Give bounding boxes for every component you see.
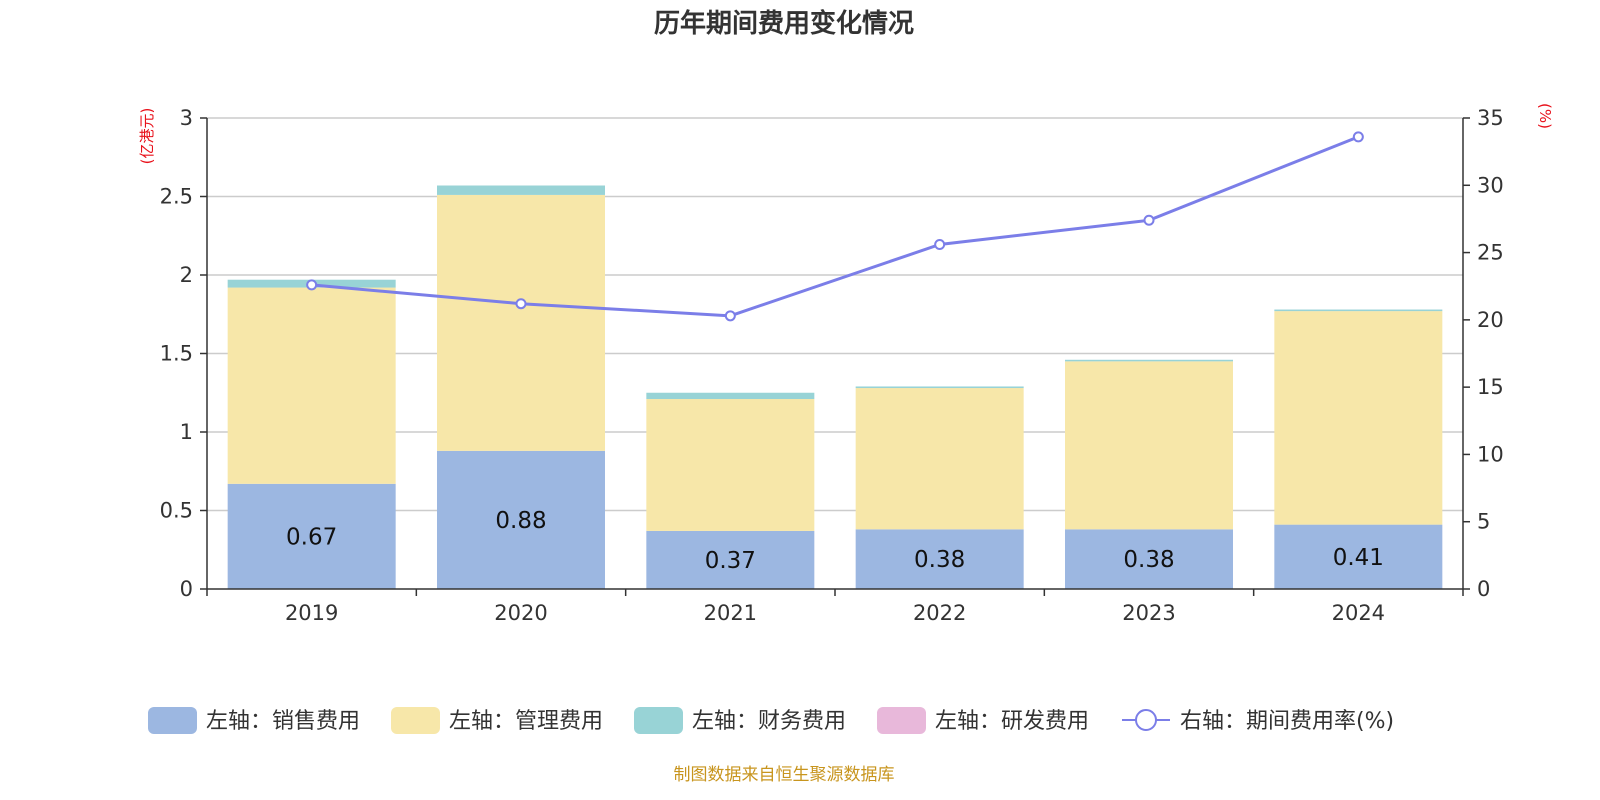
x-axis-tick-label: 2023 bbox=[1122, 601, 1175, 625]
right-axis-tick-label: 35 bbox=[1477, 106, 1504, 130]
right-axis-tick-label: 25 bbox=[1477, 241, 1504, 265]
bar-segment bbox=[855, 529, 1024, 589]
x-axis-tick-label: 2020 bbox=[494, 601, 547, 625]
bar-segment bbox=[1065, 361, 1233, 530]
bar-value-label: 0.41 bbox=[1333, 545, 1384, 571]
right-axis-tick-label: 15 bbox=[1477, 375, 1504, 399]
legend-swatch bbox=[877, 707, 926, 734]
bar-segment bbox=[227, 287, 396, 484]
right-axis-tick-label: 0 bbox=[1477, 577, 1490, 601]
bar-segment bbox=[437, 450, 605, 589]
right-axis-tick-label: 5 bbox=[1477, 510, 1490, 534]
bar-segment bbox=[1274, 309, 1443, 312]
left-axis-tick-label: 0 bbox=[180, 577, 193, 601]
right-axis-tick-label: 20 bbox=[1477, 308, 1504, 332]
bar-segment bbox=[855, 388, 1024, 530]
right-axis-tick-label: 10 bbox=[1477, 442, 1504, 466]
left-axis-tick-label: 3 bbox=[180, 106, 193, 130]
legend-label: 左轴：研发费用 bbox=[935, 709, 1089, 734]
bar-segment bbox=[1274, 524, 1443, 589]
bar-segment bbox=[1274, 311, 1443, 525]
rate-point bbox=[724, 310, 736, 322]
legend-label: 左轴：管理费用 bbox=[449, 709, 603, 734]
rate-line bbox=[311, 135, 1359, 318]
left-axis-tick-label: 2 bbox=[180, 263, 193, 287]
legend-swatch bbox=[148, 707, 197, 734]
bar-segment bbox=[646, 530, 815, 589]
bar-value-label: 0.38 bbox=[914, 547, 965, 573]
x-axis-tick-label: 2019 bbox=[285, 601, 338, 625]
legend-swatch bbox=[391, 707, 440, 734]
bar-segment bbox=[646, 399, 815, 531]
rate-point bbox=[306, 279, 318, 291]
bar-segment bbox=[437, 194, 605, 451]
left-axis-tick-label: 2.5 bbox=[160, 185, 193, 209]
bar-value-label: 0.37 bbox=[705, 548, 756, 574]
bar-segment bbox=[855, 386, 1024, 389]
grid-lines bbox=[207, 117, 1463, 512]
left-axis-tick-label: 0.5 bbox=[160, 499, 193, 523]
left-axis-tick-label: 1.5 bbox=[160, 342, 193, 366]
legend-label: 右轴：期间费用率(%) bbox=[1180, 709, 1394, 734]
bar-segment bbox=[227, 483, 396, 589]
legend: 左轴：销售费用 左轴：管理费用 左轴：财务费用 左轴：研发费用 右轴：期间费用率(%) bbox=[148, 707, 1394, 734]
bar-segment bbox=[1065, 529, 1233, 589]
rate-point bbox=[934, 238, 946, 250]
bar-value-label: 0.88 bbox=[495, 508, 546, 534]
right-axis-tick-label: 30 bbox=[1477, 173, 1504, 197]
bar-value-label: 0.67 bbox=[286, 524, 337, 550]
x-axis-tick-label: 2021 bbox=[704, 601, 757, 625]
bar-labels-layer: 0.67 0.88 0.37 0.38 0.38 0.41 bbox=[286, 508, 1384, 574]
legend-marker-icon bbox=[1135, 709, 1157, 731]
bars-layer bbox=[227, 185, 1443, 589]
rate-point bbox=[1352, 131, 1364, 143]
right-axis-unit: (%) bbox=[1536, 103, 1554, 129]
bar-segment bbox=[646, 392, 815, 400]
x-axis-tick-label: 2024 bbox=[1332, 601, 1385, 625]
bar-segment bbox=[437, 185, 605, 195]
legend-label: 左轴：销售费用 bbox=[206, 709, 360, 734]
legend-swatch bbox=[634, 707, 683, 734]
bar-segment bbox=[1065, 359, 1233, 362]
rate-point bbox=[1143, 214, 1155, 226]
left-axis-unit: (亿港元) bbox=[138, 108, 156, 165]
bar-value-label: 0.38 bbox=[1123, 547, 1174, 573]
x-axis-tick-label: 2022 bbox=[913, 601, 966, 625]
rate-point bbox=[515, 298, 527, 310]
legend-label: 左轴：财务费用 bbox=[692, 709, 846, 734]
rate-line-layer bbox=[306, 131, 1364, 322]
source-note: 制图数据来自恒生聚源数据库 bbox=[674, 765, 895, 785]
chart-title: 历年期间费用变化情况 bbox=[654, 8, 914, 39]
left-axis-tick-label: 1 bbox=[180, 420, 193, 444]
